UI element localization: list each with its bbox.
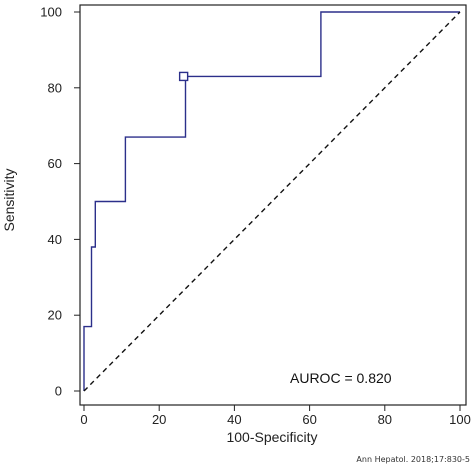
x-tick-label: 40: [227, 412, 241, 427]
source-credit: Ann Hepatol. 2018;17:830-5: [356, 455, 470, 464]
x-tick-label: 0: [80, 412, 87, 427]
y-tick-label: 0: [55, 384, 62, 399]
reference-diagonal-line: [83, 11, 461, 392]
x-tick-label: 80: [378, 412, 392, 427]
y-tick-label: 20: [48, 308, 62, 323]
auroc-annotation: AUROC = 0.820: [290, 370, 392, 386]
roc-curve: [83, 11, 460, 391]
y-tick-label: 100: [40, 5, 62, 20]
y-axis-label: Sensitivity: [1, 168, 17, 231]
y-tick-label: 40: [48, 232, 62, 247]
x-tick-label: 20: [152, 412, 166, 427]
x-tick-label: 60: [302, 412, 316, 427]
x-axis-label: 100-Specificity: [226, 429, 317, 445]
axis-ticks: 0 20 40 60 80 100 0 20 40 60 80 100: [40, 5, 471, 428]
plot-frame: [79, 4, 467, 406]
y-tick-label: 80: [48, 80, 62, 95]
optimal-cutoff-marker: [178, 71, 189, 82]
x-tick-label: 100: [449, 412, 471, 427]
y-tick-label: 60: [48, 156, 62, 171]
series-layer: [83, 11, 461, 392]
